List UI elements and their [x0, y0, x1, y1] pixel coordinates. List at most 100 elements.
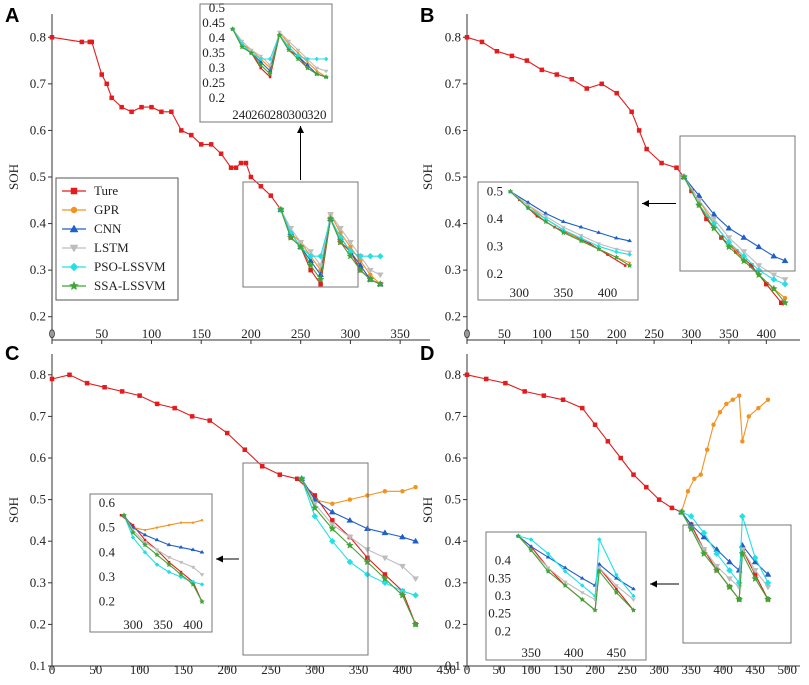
- inset-x-tick-label: 350: [521, 645, 541, 660]
- data-point-lstm: [317, 263, 325, 269]
- data-point-lstm: [363, 547, 371, 554]
- data-point-ssa-lssvm: [724, 242, 733, 251]
- data-point-pso-lssvm: [346, 558, 354, 566]
- data-point-ssa-lssvm: [687, 524, 696, 533]
- data-point-pso-lssvm: [627, 252, 632, 257]
- data-point-ssa-lssvm: [285, 46, 292, 53]
- data-point-pso-lssvm: [726, 566, 733, 574]
- data-point-cnn: [328, 508, 336, 515]
- legend-label: GPR: [94, 202, 120, 217]
- data-point-pso-lssvm: [687, 512, 695, 520]
- x-tick-label: 400: [757, 326, 777, 341]
- data-point-ssa-lssvm: [398, 591, 407, 599]
- series-line-cnn: [510, 191, 630, 242]
- inset-y-tick-label: 0.25: [488, 606, 511, 621]
- data-point-cnn: [579, 575, 585, 580]
- inset-y-tick-label: 0.3: [99, 569, 115, 584]
- y-tick-label: 0.3: [445, 262, 461, 277]
- data-point-ture: [159, 109, 164, 115]
- inset-y-tick-label: 0.35: [202, 45, 225, 60]
- x-tick-label: 100: [142, 326, 162, 341]
- data-point-ssa-lssvm: [346, 252, 355, 260]
- series-line-lstm: [301, 478, 416, 580]
- x-tick-label: 250: [261, 662, 281, 677]
- inset-y-tick-label: 0.4: [99, 544, 116, 559]
- data-point-gpr: [724, 401, 729, 407]
- y-tick-label: 0.5: [30, 169, 46, 184]
- data-point-gpr: [765, 397, 771, 403]
- series-line-lstm: [683, 176, 786, 281]
- panel-label: A: [5, 5, 19, 27]
- data-point-cnn: [740, 234, 748, 240]
- data-point-ture: [84, 380, 90, 386]
- data-point-ture: [580, 405, 585, 411]
- data-point-lstm: [366, 267, 374, 274]
- legend: Ture GPR CNN LSTM PSO-LSSVM SSA-LSSVM: [55, 177, 179, 301]
- data-point-ssa-lssvm: [630, 607, 637, 613]
- legend-marker: [70, 206, 78, 214]
- data-point-ssa-lssvm: [592, 607, 599, 613]
- inset-x-tick-label: 400: [564, 645, 584, 660]
- data-point-ssa-lssvm: [738, 549, 747, 558]
- series-line-pso-lssvm: [123, 515, 203, 585]
- series-line-ture: [51, 36, 381, 286]
- data-point-ture: [503, 380, 508, 386]
- data-point-cnn: [398, 533, 406, 540]
- data-point-pso-lssvm: [376, 252, 384, 260]
- data-point-gpr: [711, 422, 716, 427]
- data-point-lstm: [381, 555, 389, 562]
- data-point-ssa-lssvm: [165, 561, 173, 568]
- data-point-cnn: [770, 252, 778, 259]
- main-plot: [49, 372, 420, 628]
- data-point-ssa-lssvm: [751, 574, 760, 583]
- y-tick-label: 0.5: [30, 492, 46, 507]
- data-point-cnn: [525, 200, 531, 204]
- data-point-pso-lssvm: [770, 276, 778, 283]
- data-point-cnn: [613, 575, 619, 580]
- data-point-ssa-lssvm: [336, 238, 345, 246]
- inset-plot: 350 400 450 0.2 0.25 0.3 0.35 0.4: [485, 531, 647, 661]
- y-tick-label: 0.6: [445, 122, 462, 137]
- data-point-ssa-lssvm: [595, 245, 602, 252]
- data-point-cnn: [560, 219, 566, 223]
- data-point-ture: [238, 160, 244, 166]
- arrow-head: [216, 555, 223, 563]
- inset-y-tick-label: 0.25: [202, 75, 225, 90]
- y-tick-label: 0.1: [445, 658, 461, 673]
- panel-a: A 0 50 100 150 200 250 300 350 0.2 0.3 0.4 0.5 0.6 0.7…: [5, 0, 430, 344]
- legend-frame: [55, 177, 179, 301]
- panel-label: C: [5, 343, 19, 365]
- legend-marker: [70, 187, 78, 195]
- inset-y-tick-label: 0.3: [495, 588, 511, 603]
- legend-label: PSO-LSSVM: [94, 259, 166, 274]
- data-point-cnn: [363, 525, 371, 531]
- y-tick-label: 0.3: [445, 575, 461, 590]
- data-point-gpr: [413, 484, 418, 490]
- data-point-ssa-lssvm: [306, 261, 315, 269]
- y-tick-label: 0.3: [30, 262, 46, 277]
- y-axis-title: SOH: [420, 164, 435, 190]
- series-line-ssa-lssvm: [683, 176, 786, 304]
- panel-label: D: [420, 343, 434, 365]
- data-point-ture: [509, 53, 515, 59]
- data-point-cnn: [630, 586, 636, 591]
- data-point-ssa-lssvm: [229, 25, 236, 32]
- inset-x-tick-label: 300: [123, 617, 143, 632]
- x-tick-label: 400: [713, 662, 733, 677]
- data-point-cnn: [710, 210, 718, 217]
- data-point-ssa-lssvm: [754, 270, 763, 279]
- x-tick-label: 300: [341, 326, 361, 341]
- inset-frame: [199, 3, 333, 123]
- data-point-pso-lssvm: [412, 591, 419, 599]
- data-point-ssa-lssvm: [276, 205, 285, 213]
- data-point-ture: [618, 455, 623, 461]
- data-point-ture: [464, 35, 470, 40]
- data-point-pso-lssvm: [613, 249, 619, 255]
- data-point-ture: [308, 267, 313, 273]
- series-line-gpr: [301, 478, 416, 505]
- series-line-ssa-lssvm: [510, 191, 630, 266]
- data-point-ture: [243, 160, 249, 166]
- inset-y-tick-label: 0.2: [209, 90, 225, 105]
- data-point-ssa-lssvm: [579, 596, 586, 603]
- data-point-ssa-lssvm: [129, 529, 137, 536]
